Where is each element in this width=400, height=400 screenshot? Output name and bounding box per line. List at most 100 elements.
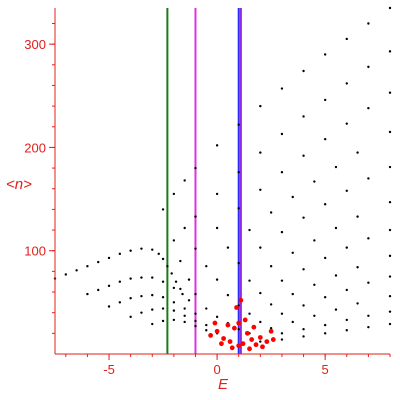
x-tick-label: 5	[322, 362, 329, 377]
data-point	[140, 276, 143, 279]
data-point	[323, 295, 327, 299]
data-point	[86, 265, 89, 268]
data-point	[388, 310, 392, 313]
data-point	[356, 266, 359, 269]
data-point	[269, 303, 273, 306]
data-point	[302, 69, 305, 73]
data-point	[388, 6, 392, 10]
data-point	[234, 305, 239, 310]
data-point	[248, 228, 251, 232]
data-point	[118, 301, 122, 304]
data-point	[183, 226, 186, 230]
x-axis-title: E	[218, 376, 229, 393]
data-point	[259, 246, 262, 249]
data-point	[345, 246, 348, 249]
data-point	[345, 122, 348, 125]
data-point	[161, 307, 165, 310]
data-point	[172, 318, 176, 322]
data-point	[183, 307, 186, 310]
data-point	[215, 226, 219, 230]
data-point	[280, 87, 284, 90]
data-point	[140, 311, 143, 314]
data-point	[302, 328, 305, 331]
data-point	[323, 256, 327, 260]
data-point	[268, 328, 274, 334]
data-point	[388, 254, 392, 258]
series-10	[205, 200, 392, 310]
data-point	[367, 314, 370, 317]
data-point	[259, 151, 262, 154]
data-point	[247, 346, 252, 352]
data-point	[323, 98, 327, 102]
y-tick-label: 200	[24, 140, 46, 155]
data-point	[388, 130, 392, 134]
data-point	[367, 65, 370, 69]
data-point	[323, 323, 327, 327]
data-point	[151, 322, 154, 326]
data-point	[237, 261, 240, 265]
y-tick-label: 300	[24, 37, 46, 52]
data-point	[231, 325, 237, 331]
series-9	[194, 165, 392, 296]
data-point	[208, 333, 214, 338]
data-point	[280, 132, 284, 136]
data-point	[270, 337, 276, 342]
data-point	[248, 279, 251, 282]
data-point	[107, 256, 111, 260]
data-point	[291, 195, 294, 199]
data-point	[388, 294, 392, 298]
data-point	[215, 278, 219, 281]
series-13	[237, 275, 392, 331]
data-point	[166, 265, 169, 268]
data-point	[388, 228, 392, 232]
data-point	[118, 252, 122, 256]
data-point	[238, 297, 244, 303]
data-point	[259, 188, 262, 191]
data-point	[174, 280, 178, 283]
data-point	[107, 284, 111, 288]
data-point	[86, 292, 89, 296]
data-point	[237, 328, 240, 331]
data-point	[259, 340, 262, 343]
y-axis-title: <n>	[6, 176, 32, 193]
data-point	[356, 215, 359, 218]
data-point	[172, 301, 176, 304]
data-point	[291, 251, 294, 254]
data-point	[172, 286, 176, 290]
series-17	[208, 297, 276, 352]
series-4	[151, 318, 219, 335]
data-point	[118, 280, 122, 283]
data-point	[269, 265, 273, 268]
data-point	[215, 192, 219, 196]
vertical-lines	[166, 8, 242, 354]
data-point	[212, 320, 218, 326]
data-point	[302, 154, 305, 157]
data-point	[187, 299, 191, 302]
data-point	[236, 320, 242, 326]
data-point	[157, 252, 160, 256]
data-point	[367, 325, 370, 329]
data-point	[367, 22, 370, 25]
series-2	[107, 293, 197, 315]
data-point	[161, 257, 165, 261]
data-point	[302, 216, 305, 219]
data-point	[302, 115, 305, 118]
data-point	[323, 137, 327, 141]
data-point	[280, 338, 284, 341]
data-point	[170, 272, 173, 275]
data-point	[187, 278, 191, 281]
data-point	[151, 293, 154, 297]
data-point	[221, 336, 226, 341]
data-point	[205, 329, 208, 332]
data-point	[356, 151, 359, 154]
data-point	[172, 239, 176, 242]
data-point	[179, 259, 182, 263]
data-point	[388, 322, 392, 326]
data-point	[249, 337, 255, 342]
data-point	[334, 165, 338, 169]
data-point	[237, 207, 240, 210]
data-point	[280, 312, 284, 315]
data-point	[205, 307, 208, 310]
data-point	[242, 317, 248, 323]
